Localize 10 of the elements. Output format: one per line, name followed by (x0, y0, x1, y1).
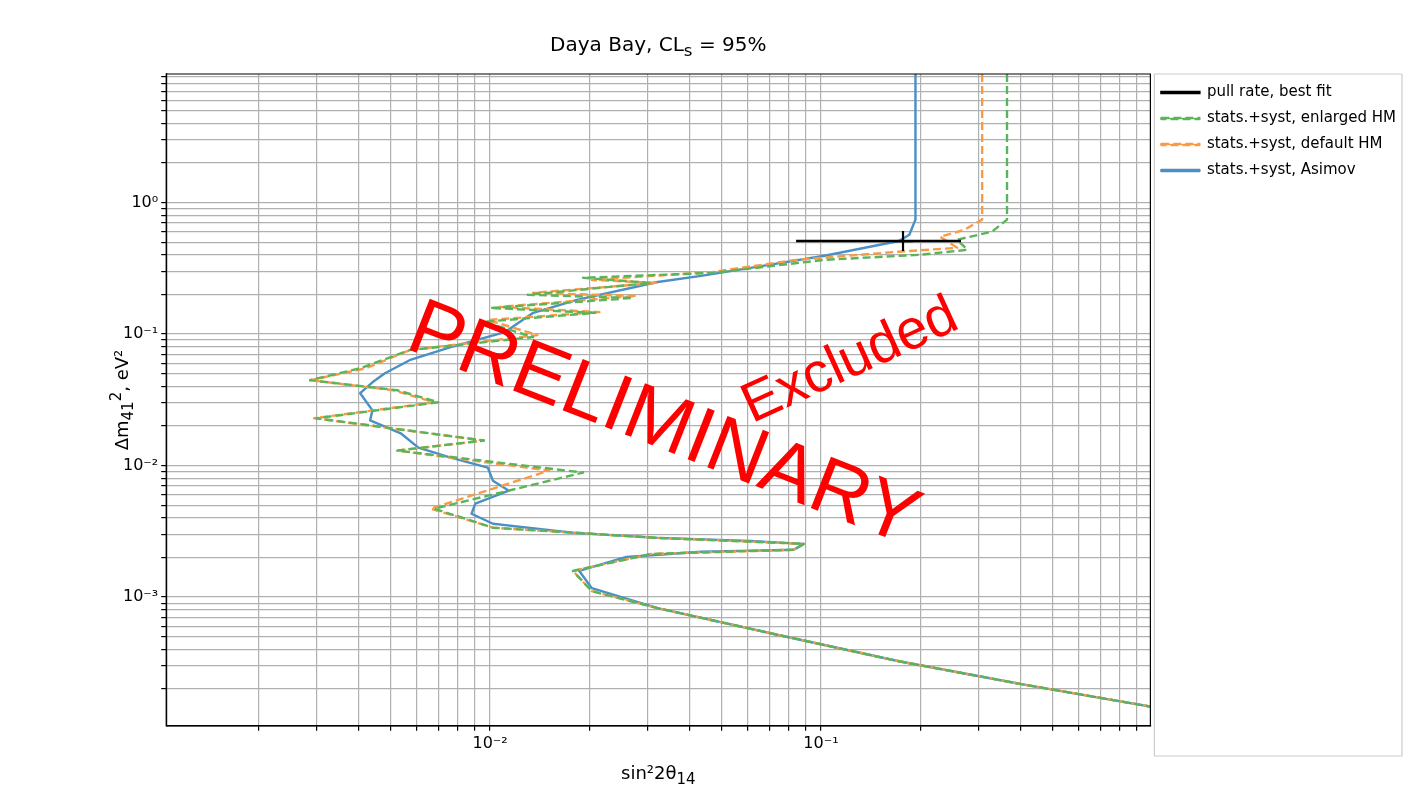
legend-label: stats.+syst, Asimov (1206, 160, 1356, 179)
legend-label: stats.+syst, default HM (1206, 134, 1383, 153)
chart-title: Daya Bay, CL$_{s}$ = 95% (549, 32, 768, 60)
legend-label: pull rate, best fit (1206, 82, 1332, 101)
legend-label: stats.+syst, enlarged HM (1206, 108, 1397, 127)
x-axis-title: sin²2θ$_{14}$ (620, 761, 697, 788)
y-tick-label: 10⁻² (123, 454, 159, 474)
y-tick-label: 10⁻³ (123, 586, 159, 606)
y-tick-label: 10⁻¹ (123, 323, 159, 343)
y-tick-label: 10⁰ (131, 191, 159, 211)
